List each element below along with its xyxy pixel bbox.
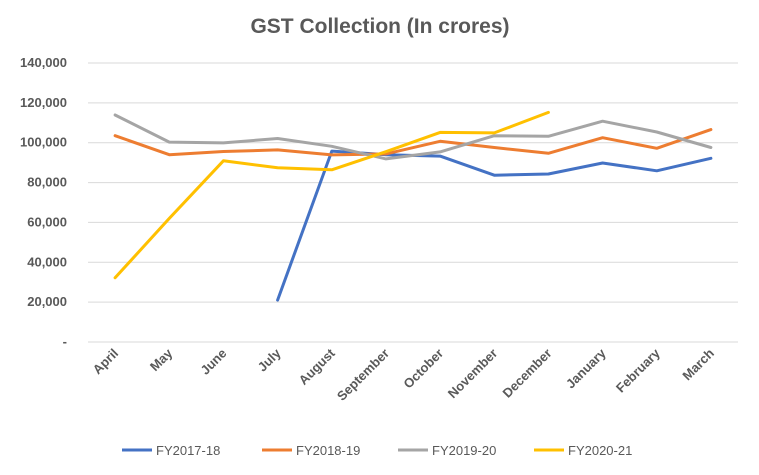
y-tick-label: -: [63, 334, 67, 349]
series-line-fy2019-20: [113, 113, 713, 161]
x-tick-label: May: [147, 345, 176, 374]
series-line-fy2018-19: [113, 128, 713, 157]
y-tick-label: 140,000: [20, 55, 67, 70]
y-tick-label: 100,000: [20, 135, 67, 150]
y-tick-label: 60,000: [27, 214, 67, 229]
x-tick-label: June: [197, 346, 229, 378]
y-tick-label: 80,000: [27, 175, 67, 190]
y-axis-ticks: - 20,000 40,000 60,000 80,000 100,000 120,000 1…: [20, 55, 67, 349]
y-tick-label: 20,000: [27, 294, 67, 309]
x-tick-label: September: [334, 346, 392, 404]
y-tick-label: 120,000: [20, 95, 67, 110]
x-tick-label: December: [499, 346, 554, 401]
series-line-fy2020-21: [113, 110, 550, 280]
legend-label: FY2020-21: [568, 443, 632, 458]
x-tick-label: November: [445, 346, 501, 402]
series-line-fy2017-18: [276, 149, 713, 302]
x-tick-label: August: [296, 345, 339, 388]
chart-title: GST Collection (In crores): [250, 15, 509, 38]
legend-label: FY2017-18: [156, 443, 220, 458]
x-tick-label: July: [255, 345, 285, 375]
legend-label: FY2018-19: [296, 443, 360, 458]
x-tick-label: March: [679, 345, 717, 383]
x-tick-label: October: [400, 346, 446, 392]
x-tick-label: April: [90, 346, 122, 378]
legend: FY2017-18 FY2018-19 FY2019-20 FY2020-21: [122, 443, 632, 458]
x-tick-label: February: [613, 345, 663, 395]
series-lines: [113, 110, 713, 302]
x-tick-label: January: [563, 345, 609, 391]
legend-label: FY2019-20: [432, 443, 496, 458]
y-tick-label: 40,000: [27, 254, 67, 269]
